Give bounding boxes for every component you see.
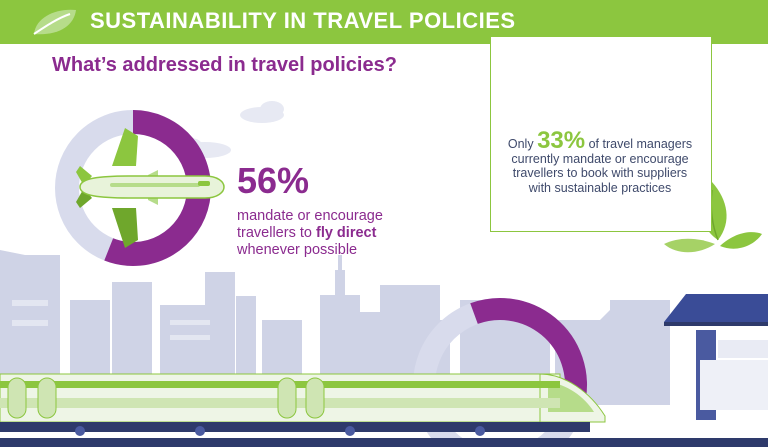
airplane-icon — [76, 128, 225, 248]
donut-value-arc — [470, 298, 587, 399]
skyline-windows — [12, 300, 210, 340]
description-text-end: whenever possible — [237, 242, 358, 258]
fly-direct-percent: 56% — [237, 160, 310, 201]
supplier-percent: 33% — [537, 127, 586, 154]
description-emphasis: fly direct — [315, 225, 377, 241]
supplier-stat-card — [490, 36, 712, 232]
fly-direct-description: mandate or encourage travellers to fly d… — [237, 208, 437, 259]
train-icon — [0, 373, 768, 447]
donut-value-arc — [104, 110, 211, 266]
stat-suffix: of travel managers currently mandate or … — [511, 137, 693, 195]
supplier-stat-text: Only 33% of travel managers currently ma… — [500, 129, 700, 195]
stat-prefix: Only — [507, 137, 538, 151]
description-text: mandate or encourage travellers to — [237, 208, 383, 241]
page-title: SUSTAINABILITY IN TRAVEL POLICIES — [90, 8, 516, 33]
train-station — [664, 294, 768, 420]
section-heading: What’s addressed in travel policies? — [52, 54, 397, 76]
leaf-icon — [33, 9, 76, 35]
